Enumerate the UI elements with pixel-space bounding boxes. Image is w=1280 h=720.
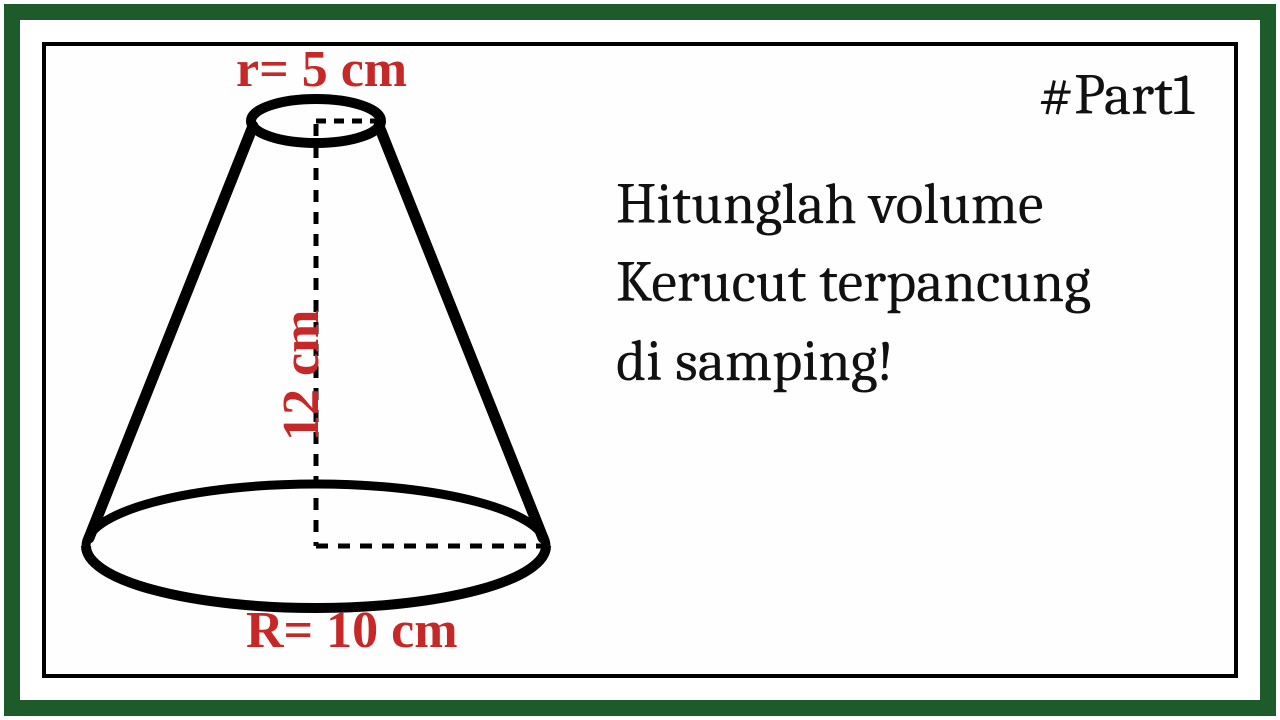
top-radius-label: r= 5 cm (236, 40, 407, 99)
bottom-radius-label: R= 10 cm (246, 601, 458, 660)
frustum-diagram (56, 46, 616, 666)
content-area: r= 5 cm 12 cm R= 10 cm #Part1 Hitunglah … (46, 46, 1234, 674)
height-label: 12 cm (272, 310, 331, 441)
bottom-ellipse-back (86, 484, 546, 546)
left-slant (89, 126, 253, 538)
right-slant (379, 126, 543, 538)
inner-border: r= 5 cm 12 cm R= 10 cm #Part1 Hitunglah … (42, 42, 1238, 678)
question-line-2: Kerucut terpancung (616, 244, 1091, 322)
question-text: Hitunglah volume Kerucut terpancung di s… (616, 166, 1091, 401)
question-line-1: Hitunglah volume (616, 166, 1091, 244)
bottom-ellipse-front (86, 546, 546, 608)
part-tag: #Part1 (1038, 62, 1194, 129)
question-line-3: di samping! (616, 323, 1091, 401)
